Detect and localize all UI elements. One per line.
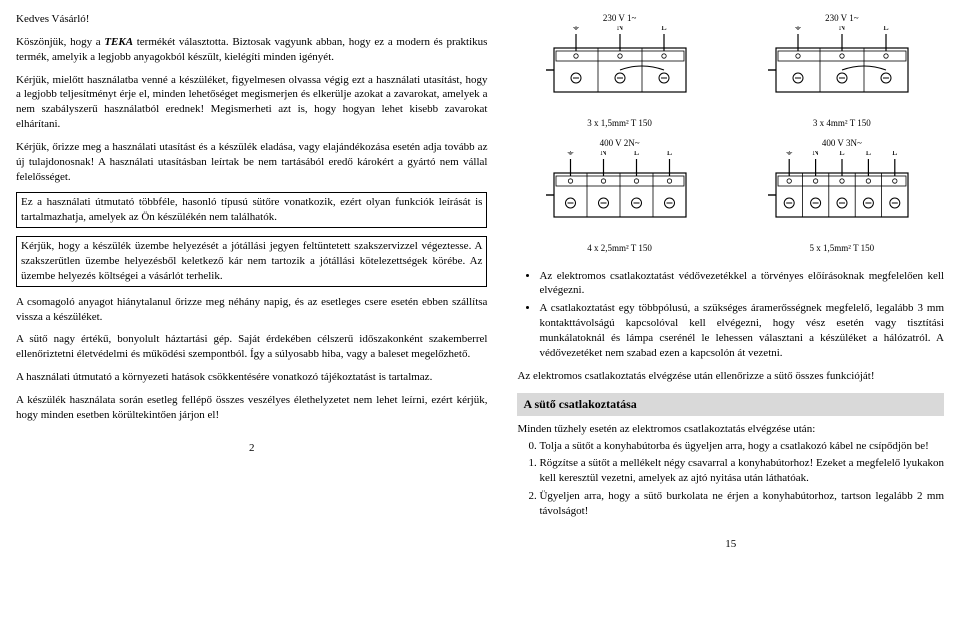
connection-step: Rögzítse a sütőt a mellékelt négy csavar…: [539, 456, 944, 486]
svg-text:L: L: [892, 151, 898, 157]
svg-text:L: L: [661, 26, 667, 32]
para-packaging: A csomagoló anyagot hiánytalanul őrizze …: [16, 295, 487, 325]
check-functions: Az elektromos csatlakoztatás elvégzése u…: [517, 369, 944, 384]
intro-text-1: Köszönjük, hogy a: [16, 36, 104, 48]
info-box-service: Kérjük, hogy a készülék üzembe helyezésé…: [16, 236, 487, 287]
svg-text:N: N: [600, 151, 607, 157]
wiring-diagram-1: 230 V 1~ ⏚ N L 3 x 4mm² T 150: [740, 12, 944, 129]
supply-label: 230 V 1~: [740, 12, 944, 24]
svg-text:N: N: [616, 26, 623, 32]
section-heading-connection: A sütő csatlakoztatása: [517, 393, 944, 415]
greeting: Kedves Vásárló!: [16, 12, 487, 27]
svg-text:L: L: [866, 151, 872, 157]
cable-caption: 3 x 1,5mm² T 150: [517, 117, 721, 129]
cable-caption: 5 x 1,5mm² T 150: [740, 242, 944, 254]
svg-text:L: L: [839, 151, 845, 157]
para-read-first: Kérjük, mielőtt használatba venné a kész…: [16, 73, 487, 132]
wiring-diagram-grid: 230 V 1~ ⏚ N L 3 x 1,5mm² T 150 230 V 1~ ⏚ N L 3 …: [517, 12, 944, 255]
intro-paragraph: Köszönjük, hogy a TEKA termékét választo…: [16, 35, 487, 65]
terminal-block-icon: ⏚ N L L L: [740, 151, 944, 239]
svg-text:⏚: ⏚: [571, 26, 580, 32]
connection-step: Ügyeljen arra, hogy a sütő burkolata ne …: [539, 489, 944, 519]
page-right: 230 V 1~ ⏚ N L 3 x 1,5mm² T 150 230 V 1~ ⏚ N L 3 …: [517, 12, 944, 552]
para-environment: A használati útmutató a környezeti hatás…: [16, 370, 487, 385]
svg-text:L: L: [666, 151, 672, 157]
svg-text:L: L: [883, 26, 889, 32]
svg-text:N: N: [812, 151, 819, 157]
terminal-block-icon: ⏚ N L L: [517, 151, 721, 239]
terminal-block-icon: ⏚ N L: [517, 26, 721, 114]
cable-caption: 4 x 2,5mm² T 150: [517, 242, 721, 254]
info-box-multitype: Ez a használati útmutató többféle, hason…: [16, 192, 487, 228]
brand-name: TEKA: [104, 36, 133, 48]
supply-label: 230 V 1~: [517, 12, 721, 24]
requirement-item: Az elektromos csatlakoztatást védővezeté…: [539, 269, 944, 299]
supply-label: 400 V 2N~: [517, 137, 721, 149]
wiring-diagram-0: 230 V 1~ ⏚ N L 3 x 1,5mm² T 150: [517, 12, 721, 129]
cable-caption: 3 x 4mm² T 150: [740, 117, 944, 129]
wiring-diagram-3: 400 V 3N~ ⏚ N L L L 5 x 1,5mm² T 150: [740, 137, 944, 254]
para-valuable: A sütő nagy értékű, bonyolult háztartási…: [16, 332, 487, 362]
terminal-block-icon: ⏚ N L: [740, 26, 944, 114]
two-page-spread: Kedves Vásárló! Köszönjük, hogy a TEKA t…: [16, 12, 944, 552]
connection-steps: Tolja a sütőt a konyhabútorba és ügyelje…: [517, 439, 944, 519]
para-keep-manual: Kérjük, őrizze meg a használati utasítás…: [16, 140, 487, 185]
wiring-diagram-2: 400 V 2N~ ⏚ N L L 4 x 2,5mm² T 150: [517, 137, 721, 254]
electrical-requirements-list: Az elektromos csatlakoztatást védővezeté…: [517, 269, 944, 361]
svg-text:L: L: [633, 151, 639, 157]
page-number-left: 2: [16, 441, 487, 456]
connection-step: Tolja a sütőt a konyhabútorba és ügyelje…: [539, 439, 944, 454]
page-left: Kedves Vásárló! Köszönjük, hogy a TEKA t…: [16, 12, 487, 552]
requirement-item: A csatlakoztatást egy többpólusú, a szük…: [539, 301, 944, 360]
supply-label: 400 V 3N~: [740, 137, 944, 149]
page-number-right: 15: [517, 537, 944, 552]
svg-text:N: N: [839, 26, 846, 32]
svg-text:⏚: ⏚: [785, 151, 794, 157]
para-caution: A készülék használata során esetleg fell…: [16, 393, 487, 423]
svg-text:⏚: ⏚: [566, 151, 575, 157]
numbered-lead: Minden tűzhely esetén az elektromos csat…: [517, 422, 944, 437]
svg-text:⏚: ⏚: [793, 26, 802, 32]
